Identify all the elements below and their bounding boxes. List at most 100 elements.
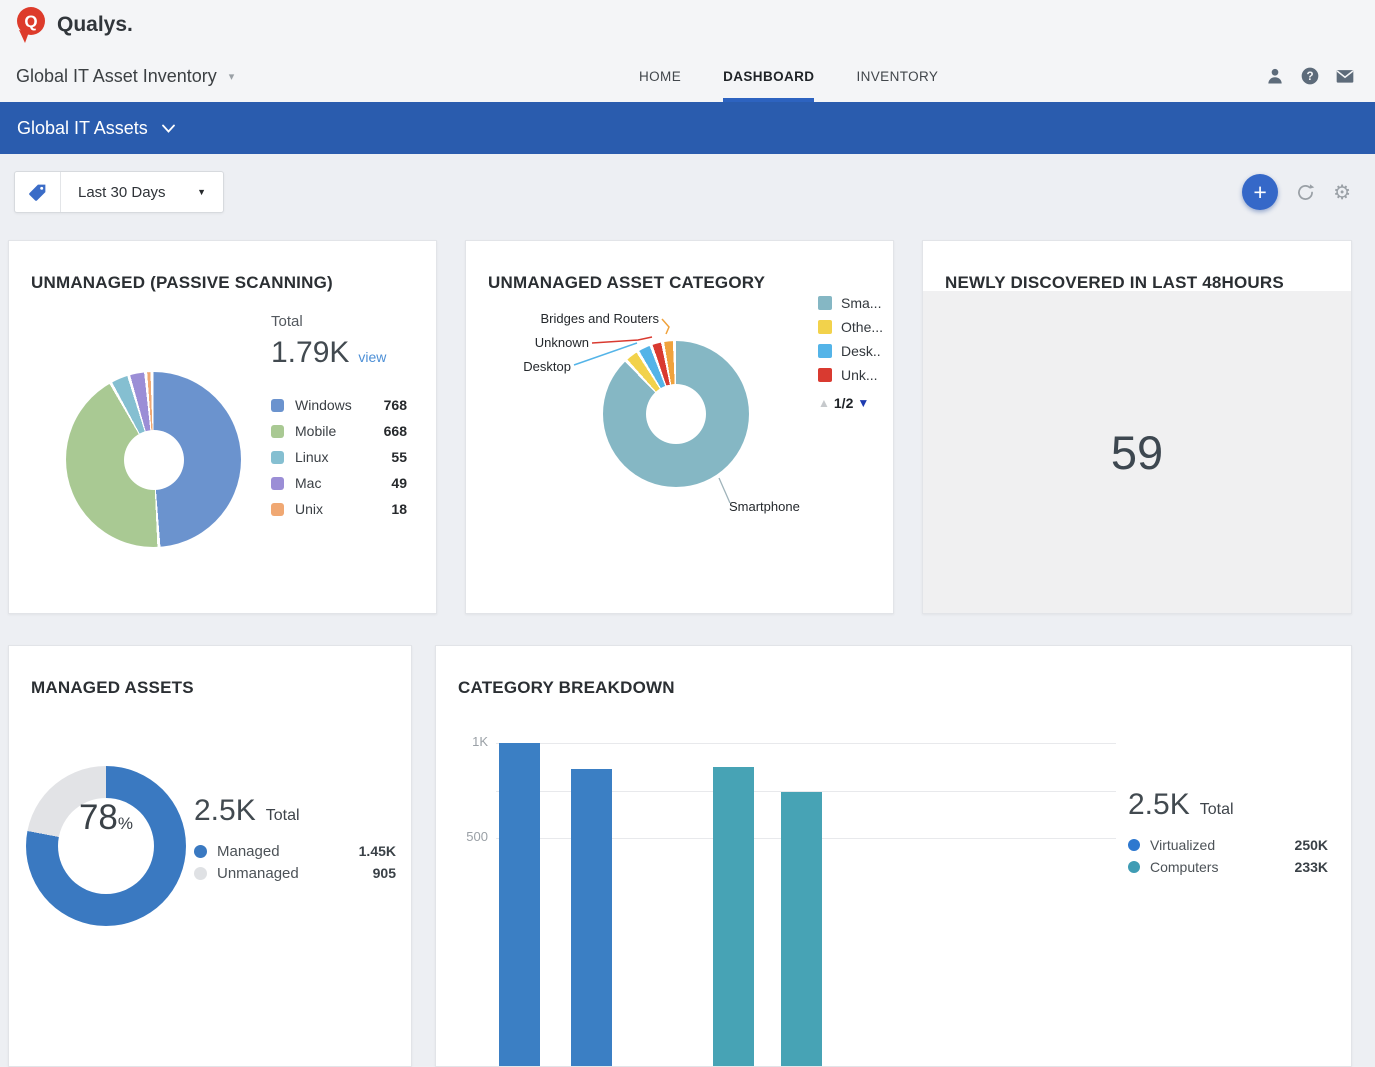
time-range-filter[interactable]: Last 30 Days ▼ [14,171,224,213]
header-icons: ? [1265,66,1359,86]
total-label: Total [265,807,300,824]
time-range-value: Last 30 Days [78,183,166,201]
managed-legend: Managed 1.45K Unmanaged 905 [194,840,396,884]
breakdown-legend: Virtualized 250K Computers 233K [1128,834,1328,878]
toolbar-actions: + ⚙ [1242,174,1361,210]
help-icon[interactable]: ? [1300,66,1320,86]
legend-swatch [271,450,284,464]
tag-icon [29,184,46,201]
card-managed-assets: MANAGED ASSETS 78 % 2.5K Total Managed 1… [8,645,412,1067]
bar [571,768,612,1066]
chevron-down-icon [161,124,175,133]
bar [781,792,822,1066]
managed-percent: 78 [78,798,118,837]
legend-swatch [271,502,284,516]
total-value: 2.5K [194,794,256,827]
add-widget-button[interactable]: + [1242,174,1279,210]
legend-row: Mac 49 [271,470,407,496]
total-label: Total [271,313,303,330]
view-link[interactable]: view [358,349,387,365]
page-down-icon[interactable]: ▼ [857,396,870,410]
card-title: NEWLY DISCOVERED IN LAST 48HOURS [945,273,1284,293]
app-switcher[interactable]: Global IT Asset Inventory ▾ [16,66,234,87]
category-bar-plot: 1K 500 [466,734,1116,1066]
card-title: UNMANAGED ASSET CATEGORY [488,273,766,293]
top-header: Q Qualys. Global IT Asset Inventory ▾ HO… [0,0,1375,102]
donut-hole [123,429,184,490]
legend-swatch [271,398,284,412]
settings-gear-icon[interactable]: ⚙ [1333,181,1351,204]
legend-swatch [271,476,284,490]
bar [713,766,754,1066]
brand-row: Q Qualys. [0,0,1375,50]
legend-pagination: ▲ 1/2 ▼ [818,395,890,411]
refresh-icon[interactable] [1295,182,1316,203]
dashboard-title: Global IT Assets [17,117,148,138]
newly-discovered-count: 59 [1110,425,1164,479]
managed-assets-gauge-chart: 78 % [26,766,186,926]
page-indicator: 1/2 [833,395,854,411]
managed-assets-summary: 2.5K Total Managed 1.45K Unmanaged 905 [194,794,396,884]
gridline [496,743,1116,744]
bar [499,743,540,1066]
svg-text:?: ? [1306,70,1313,83]
nav-row: Global IT Asset Inventory ▾ HOME DASHBOA… [0,50,1375,102]
unmanaged-passive-donut-chart [66,372,241,547]
legend-row: Windows 768 [271,392,407,418]
percent-sign: % [117,814,134,833]
tag-filter-button[interactable] [15,172,61,212]
legend-row: Sma... [818,291,890,315]
newly-discovered-body: 59 [923,291,1351,613]
os-legend: Windows 768 Mobile 668 Linux 55 Mac 49 U… [271,392,407,522]
nav-home[interactable]: HOME [639,68,682,84]
legend-dot [194,866,207,880]
callout-desktop: Desktop [523,359,571,374]
card-unmanaged-asset-category: UNMANAGED ASSET CATEGORY Bridges and Rou… [465,240,894,614]
brand-name: Qualys. [57,13,133,36]
donut-hole [646,384,706,444]
callout-smartphone: Smartphone [729,499,800,514]
category-legend: Sma... Othe... Desk.. Unk... ▲ 1/2 ▼ [818,291,890,411]
svg-text:Q: Q [24,12,37,31]
total-value: 1.79K [271,336,350,369]
unmanaged-passive-summary: Total 1.79K view Windows 768 Mobile 668 … [271,313,407,522]
legend-row: Othe... [818,315,890,339]
legend-row: Unix 18 [271,496,407,522]
unmanaged-category-donut-chart [603,341,749,487]
legend-row: Linux 55 [271,444,407,470]
gridline [496,790,1116,792]
caret-down-icon: ▼ [197,187,206,197]
legend-swatch [818,344,832,358]
legend-swatch [818,296,832,310]
card-unmanaged-passive-scanning: UNMANAGED (PASSIVE SCANNING) Total 1.79K… [8,240,437,614]
nav-inventory[interactable]: INVENTORY [856,68,939,84]
gauge-center: 78 % [58,798,154,894]
mail-icon[interactable] [1335,66,1355,86]
legend-row: Mobile 668 [271,418,407,444]
card-newly-discovered: NEWLY DISCOVERED IN LAST 48HOURS 59 [922,240,1352,614]
chevron-down-icon: ▾ [228,70,235,83]
legend-row: Unmanaged 905 [194,862,396,884]
card-category-breakdown: CATEGORY BREAKDOWN 1K 500 2.5K Total Virt… [435,645,1352,1067]
card-title: CATEGORY BREAKDOWN [458,678,675,698]
legend-swatch [818,368,832,382]
legend-row: Desk.. [818,339,890,363]
legend-row: Managed 1.45K [194,840,396,862]
user-icon[interactable] [1265,66,1285,86]
callout-unknown: Unknown [534,335,589,350]
qualys-logo-icon: Q [17,7,45,43]
y-axis-tick: 1K [472,734,488,749]
legend-row: Unk... [818,363,890,387]
card-title: MANAGED ASSETS [31,678,194,698]
total-label: Total [1199,801,1234,818]
dashboard-selector-bar[interactable]: Global IT Assets [0,102,1375,154]
page-up-icon[interactable]: ▲ [818,396,830,410]
legend-dot [1128,861,1140,873]
nav-dashboard[interactable]: DASHBOARD [723,50,815,102]
app-title: Global IT Asset Inventory [16,65,217,86]
legend-row: Virtualized 250K [1128,834,1328,856]
card-title: UNMANAGED (PASSIVE SCANNING) [31,273,333,293]
time-range-select[interactable]: Last 30 Days ▼ [61,172,223,212]
legend-swatch [271,424,284,438]
